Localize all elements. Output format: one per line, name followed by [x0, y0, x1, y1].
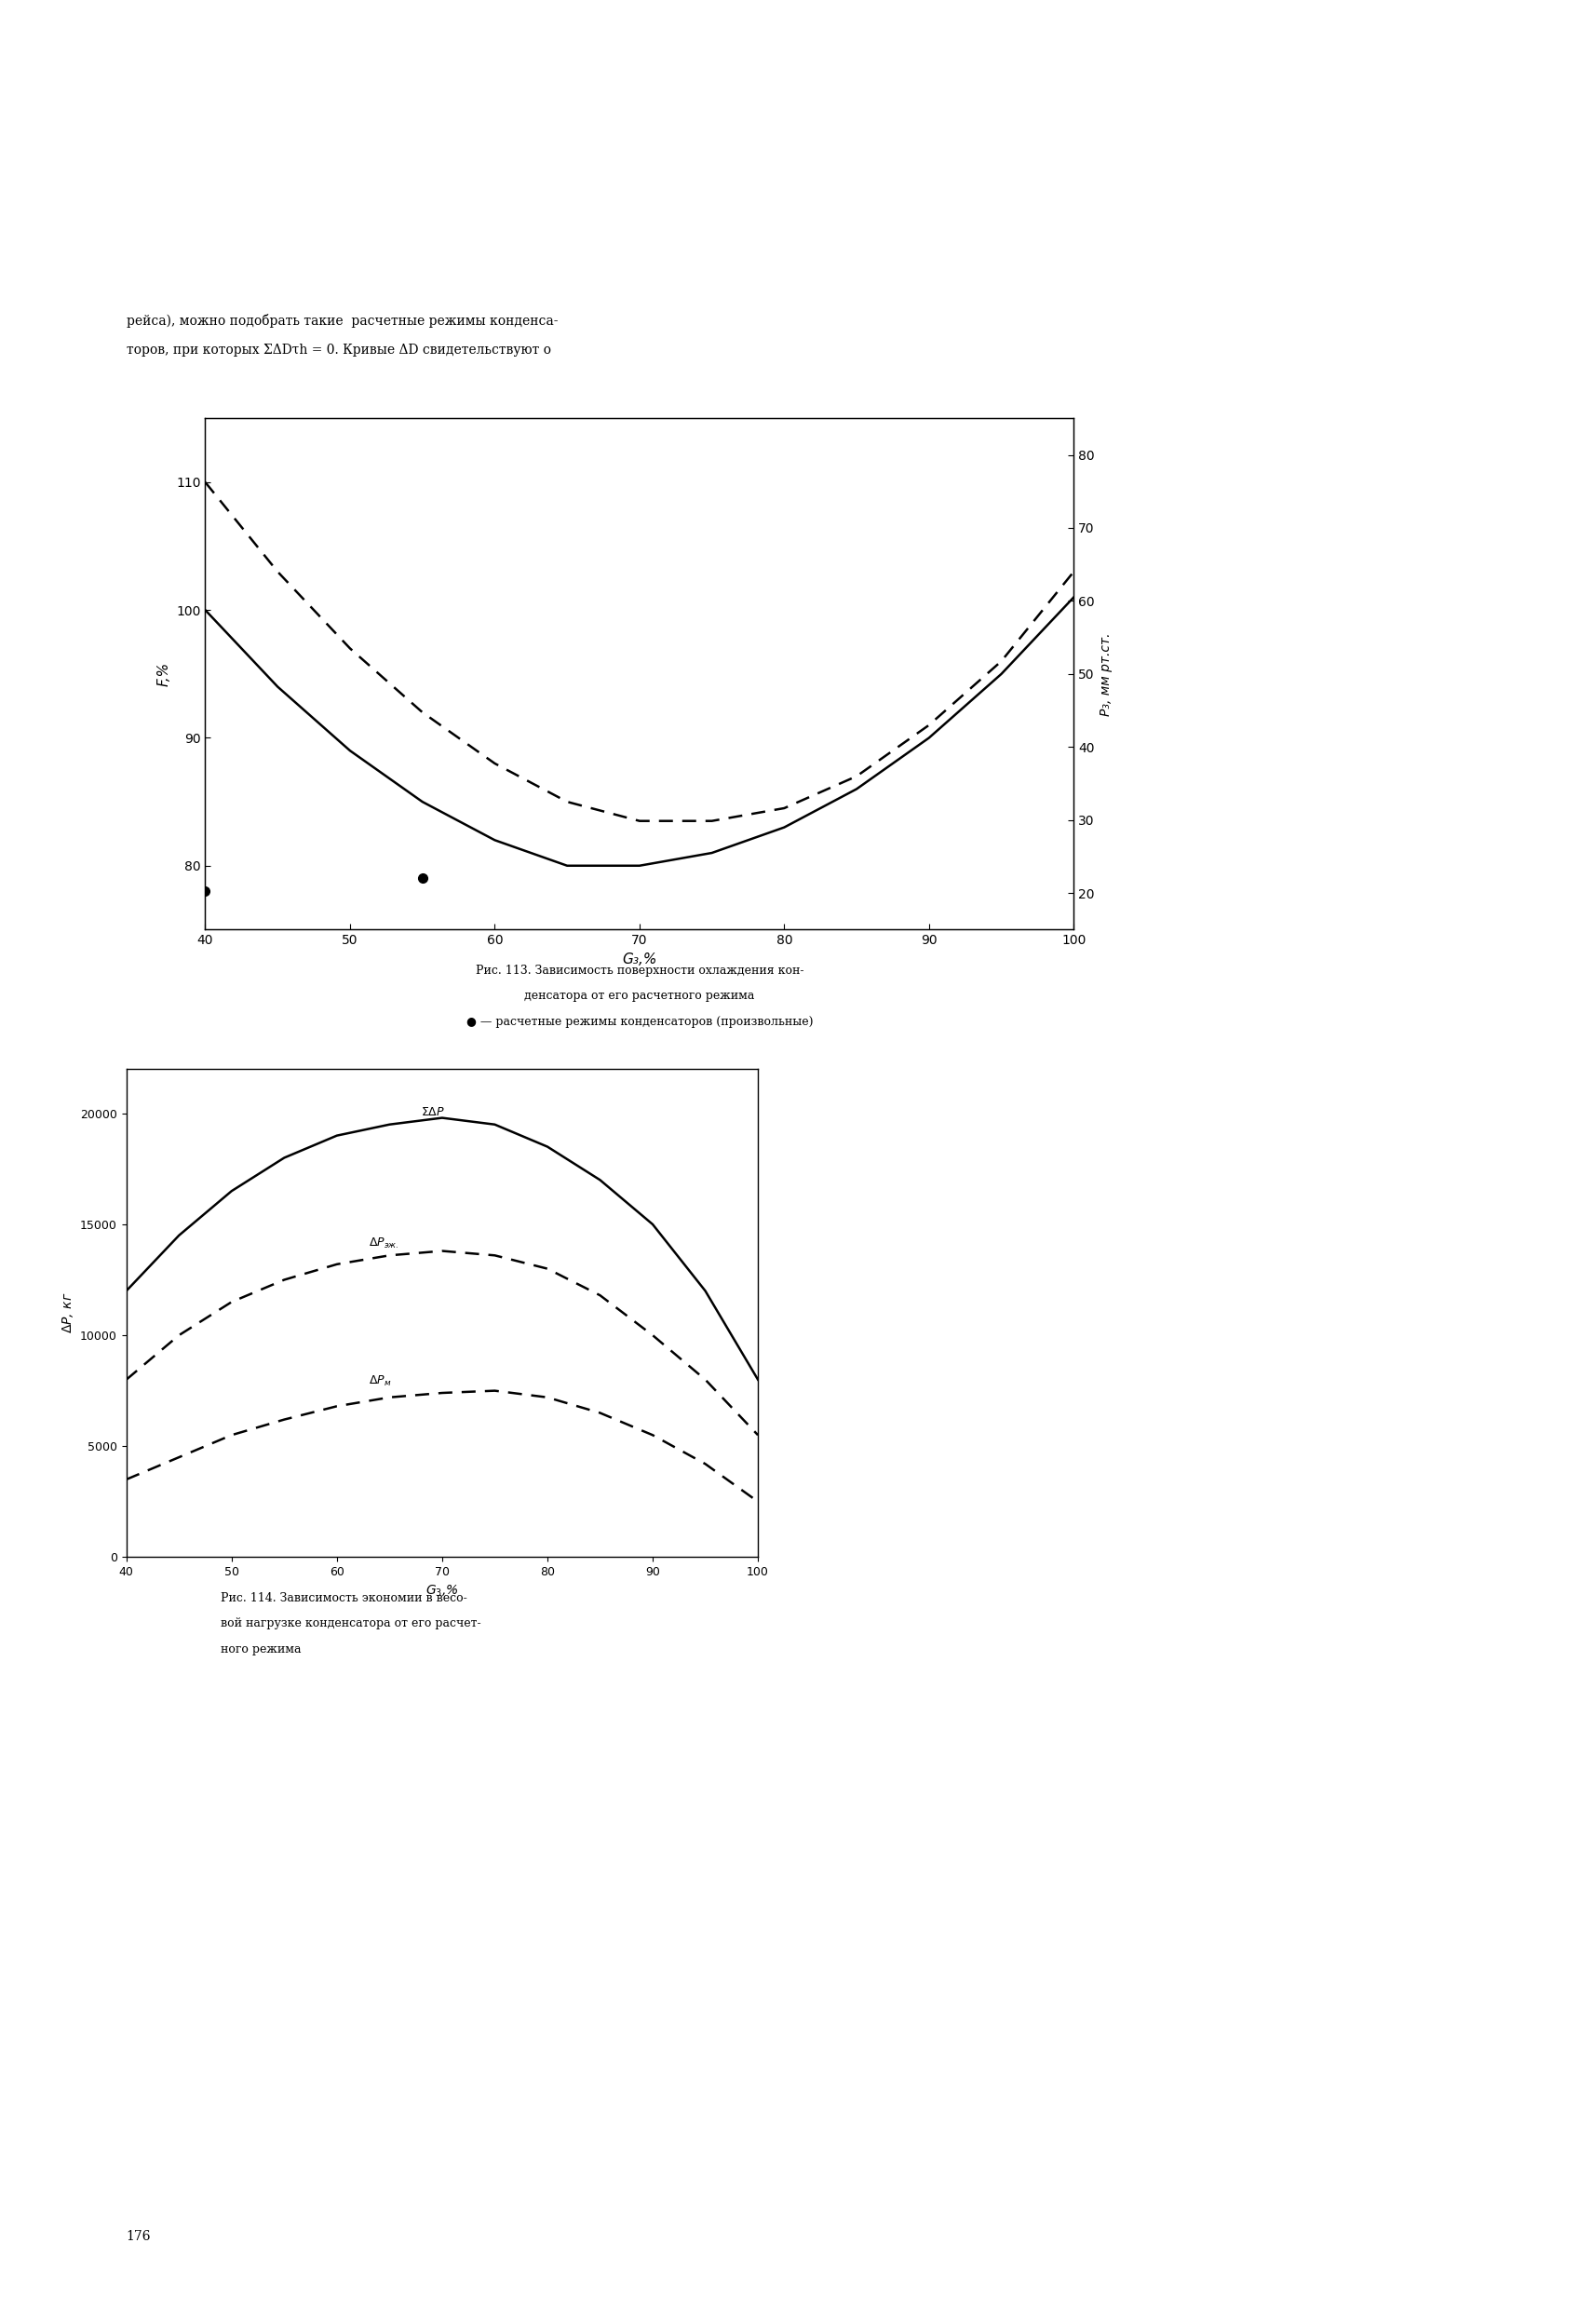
Text: ● — расчетные режимы конденсаторов (произвольные): ● — расчетные режимы конденсаторов (прои…	[466, 1016, 813, 1027]
Text: Рис. 114. Зависимость экономии в весо-: Рис. 114. Зависимость экономии в весо-	[221, 1592, 467, 1604]
Text: $\Sigma\Delta P$: $\Sigma\Delta P$	[422, 1106, 445, 1118]
Text: денсатора от его расчетного режима: денсатора от его расчетного режима	[524, 990, 755, 1002]
Y-axis label: P₃, мм рт.ст.: P₃, мм рт.ст.	[1101, 632, 1113, 716]
Text: ного режима: ного режима	[221, 1643, 302, 1655]
Text: 176: 176	[126, 2229, 152, 2243]
Text: $\Delta P_{м}$: $\Delta P_{м}$	[368, 1373, 392, 1387]
Y-axis label: $\Delta P$, кг: $\Delta P$, кг	[60, 1292, 74, 1334]
X-axis label: G₃,%: G₃,%	[622, 953, 657, 967]
Text: рейса), можно подобрать такие  расчетные режимы конденса-: рейса), можно подобрать такие расчетные …	[126, 314, 557, 328]
Text: Рис. 113. Зависимость поверхности охлаждения кон-: Рис. 113. Зависимость поверхности охлажд…	[475, 964, 804, 976]
X-axis label: $G_3$,%: $G_3$,%	[425, 1583, 459, 1599]
Y-axis label: F,%: F,%	[156, 662, 171, 686]
Text: вой нагрузке конденсатора от его расчет-: вой нагрузке конденсатора от его расчет-	[221, 1618, 482, 1629]
Text: $\Delta P_{эж.}$: $\Delta P_{эж.}$	[368, 1236, 398, 1250]
Text: торов, при которых ΣΔDτh = 0. Кривые ΔD свидетельствуют о: торов, при которых ΣΔDτh = 0. Кривые ΔD …	[126, 344, 551, 358]
